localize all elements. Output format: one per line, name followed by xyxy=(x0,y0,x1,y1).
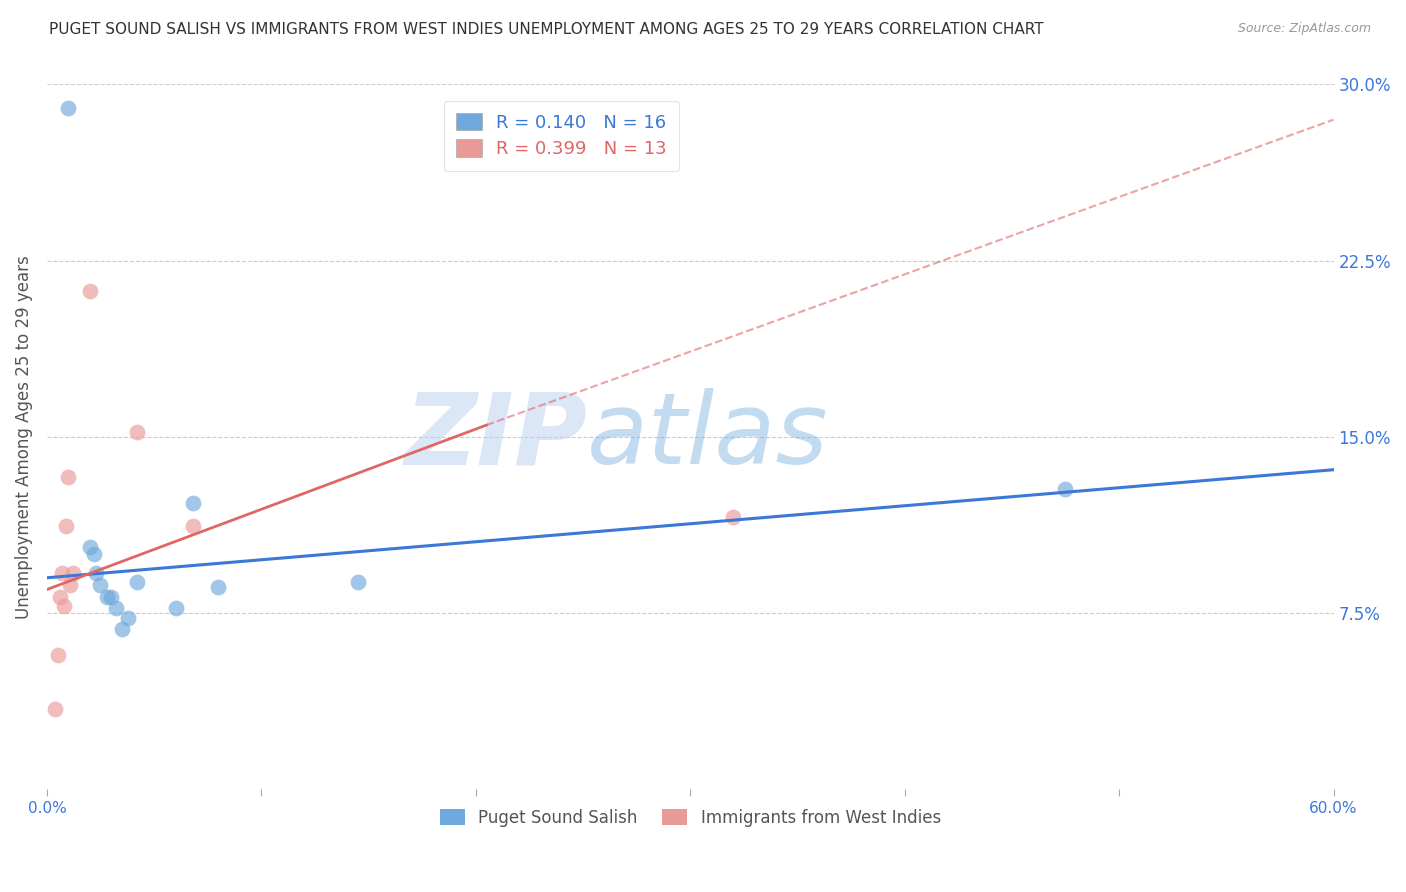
Text: atlas: atlas xyxy=(588,388,830,485)
Point xyxy=(79,284,101,298)
Point xyxy=(104,601,127,615)
Point xyxy=(89,578,111,592)
Point xyxy=(84,566,107,580)
Point xyxy=(44,702,66,716)
Point xyxy=(58,101,80,115)
Point xyxy=(62,566,84,580)
Y-axis label: Unemployment Among Ages 25 to 29 years: Unemployment Among Ages 25 to 29 years xyxy=(15,255,32,619)
Point xyxy=(1054,482,1077,496)
Text: Source: ZipAtlas.com: Source: ZipAtlas.com xyxy=(1237,22,1371,36)
Point xyxy=(59,578,82,592)
Legend: Puget Sound Salish, Immigrants from West Indies: Puget Sound Salish, Immigrants from West… xyxy=(433,803,948,834)
Point xyxy=(79,541,101,555)
Text: ZIP: ZIP xyxy=(405,388,588,485)
Text: PUGET SOUND SALISH VS IMMIGRANTS FROM WEST INDIES UNEMPLOYMENT AMONG AGES 25 TO : PUGET SOUND SALISH VS IMMIGRANTS FROM WE… xyxy=(49,22,1043,37)
Point xyxy=(721,509,744,524)
Point xyxy=(58,469,80,483)
Point xyxy=(49,590,72,604)
Point xyxy=(51,566,73,580)
Point xyxy=(96,590,118,604)
Point xyxy=(83,547,105,561)
Point xyxy=(125,425,148,439)
Point xyxy=(111,623,134,637)
Point xyxy=(346,575,368,590)
Point xyxy=(55,519,77,533)
Point xyxy=(165,601,187,615)
Point xyxy=(207,580,229,594)
Point xyxy=(53,599,76,613)
Point xyxy=(181,519,204,533)
Point xyxy=(125,575,148,590)
Point xyxy=(181,495,204,509)
Point xyxy=(46,648,69,663)
Point xyxy=(117,611,139,625)
Point xyxy=(100,590,122,604)
